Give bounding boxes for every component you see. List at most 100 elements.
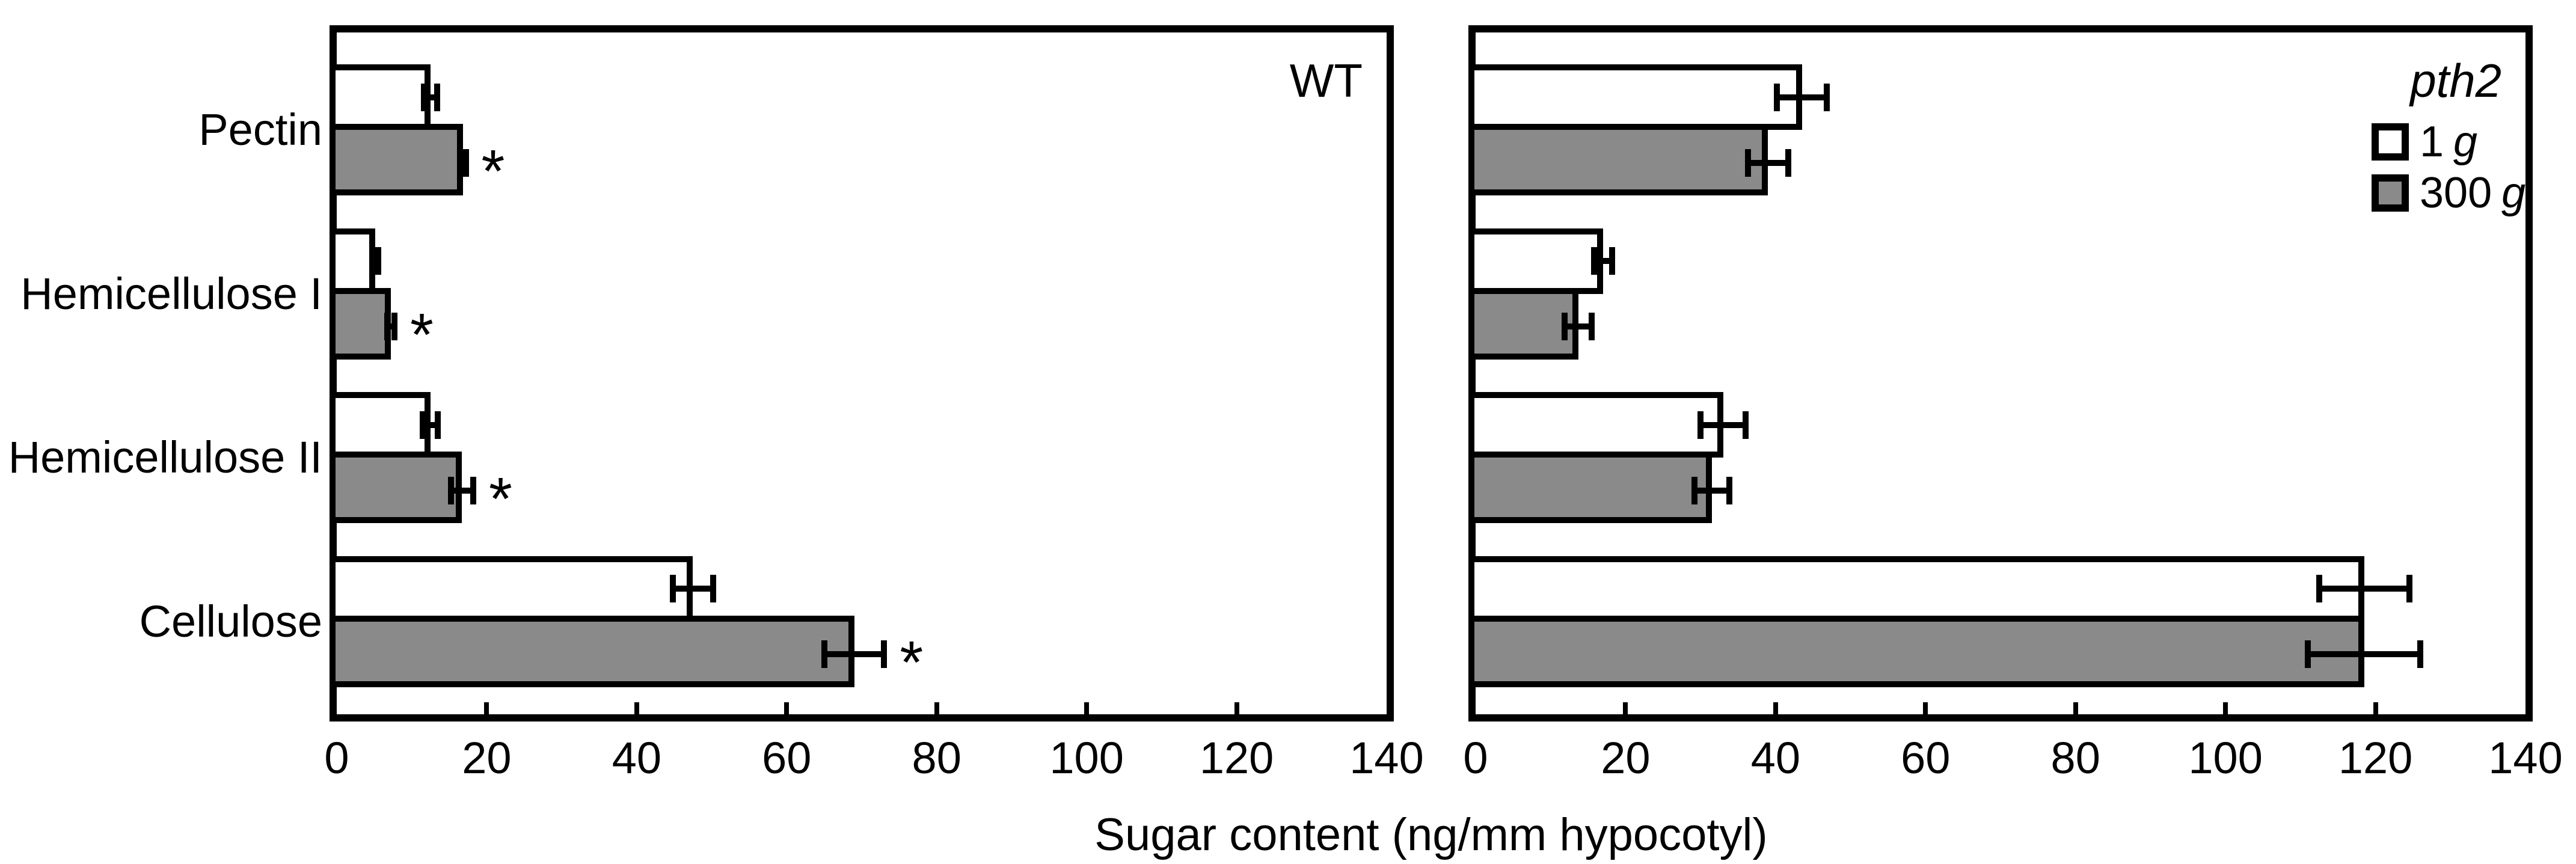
- x-tick-label: 140: [1349, 733, 1424, 783]
- error-bar-cap: [1742, 411, 1749, 439]
- bar-hemicellulose-i-1g: [1468, 228, 1603, 294]
- error-bar-cap: [669, 575, 676, 602]
- legend-swatch-300g: [2372, 174, 2409, 212]
- bar-hemicellulose-ii-300g: [330, 452, 462, 523]
- x-axis-tick: [2073, 702, 2078, 714]
- error-bar-pectin: [1747, 159, 1789, 166]
- error-bar-cellulose: [2319, 586, 2409, 592]
- legend-swatch-1g: [2372, 123, 2409, 161]
- x-axis-tick: [1234, 702, 1239, 714]
- category-label-hemicellulose-1: Hemicellulose I: [20, 269, 322, 319]
- error-bar-cellulose: [824, 651, 885, 657]
- error-bar-pectin: [1777, 94, 1827, 100]
- x-axis-title: Sugar content (ng/mm hypocotyl): [1094, 809, 1768, 860]
- x-axis-tick: [634, 702, 639, 714]
- category-label-cellulose: Cellulose: [139, 596, 322, 646]
- x-tick-label: 20: [462, 733, 512, 783]
- error-bar-hemicellulose-ii: [450, 487, 473, 494]
- x-tick-label: 40: [1750, 733, 1800, 783]
- x-tick-label: 80: [912, 733, 961, 783]
- x-tick-label: 120: [1199, 733, 1274, 783]
- panel-title-pth2: pth2: [2410, 54, 2501, 107]
- bar-hemicellulose-ii-1g: [1468, 392, 1723, 458]
- x-axis-tick: [1084, 702, 1090, 714]
- error-bar-cap: [384, 313, 390, 340]
- bar-hemicellulose-i-300g: [1468, 287, 1578, 360]
- x-axis-tick: [484, 702, 489, 714]
- error-bar-cap: [420, 83, 427, 111]
- x-axis-tick: [784, 702, 790, 714]
- significance-asterisk: *: [410, 301, 434, 369]
- error-bar-cap: [1744, 149, 1751, 177]
- error-bar-hemicellulose-i: [1594, 258, 1612, 264]
- x-tick-label: 100: [1049, 733, 1124, 783]
- bar-pectin-1g: [1468, 64, 1802, 130]
- x-tick-label: 100: [2188, 733, 2263, 783]
- error-bar-hemicellulose-ii: [1700, 421, 1746, 428]
- error-bar-cap: [2406, 575, 2412, 602]
- x-tick-label: 60: [762, 733, 812, 783]
- error-bar-cap: [1823, 83, 1830, 111]
- legend-label-1g-unit: g: [2453, 118, 2478, 166]
- x-tick-label: 140: [2488, 733, 2563, 783]
- bar-cellulose-1g: [330, 556, 693, 622]
- significance-asterisk: *: [481, 137, 505, 205]
- error-bar-cap: [821, 640, 827, 668]
- error-bar-hemicellulose-ii: [1694, 487, 1729, 494]
- error-bar-cellulose: [2308, 651, 2421, 657]
- error-bar-cap: [1589, 313, 1595, 340]
- error-bar-hemicellulose-ii: [423, 421, 438, 428]
- bar-hemicellulose-ii-300g: [1468, 452, 1712, 523]
- error-bar-cap: [2305, 640, 2311, 668]
- significance-asterisk: *: [488, 465, 512, 533]
- error-bar-cap: [1726, 476, 1732, 504]
- error-bar-cap: [1697, 411, 1704, 439]
- bar-hemicellulose-i-300g: [330, 287, 391, 360]
- x-axis-tick: [1923, 702, 1928, 714]
- category-label-hemicellulose-2: Hemicellulose II: [8, 432, 322, 482]
- panel-title-wt: WT: [1289, 54, 1363, 107]
- error-bar-cap: [1774, 83, 1780, 111]
- error-bar-cap: [1591, 247, 1598, 275]
- error-bar-cap: [434, 83, 441, 111]
- x-axis-tick: [1623, 702, 1628, 714]
- error-bar-cap: [470, 476, 476, 504]
- bar-cellulose-300g: [1468, 615, 2364, 687]
- error-bar-cap: [1691, 476, 1698, 504]
- legend-label-300g: 300 g: [2420, 171, 2525, 215]
- error-bar-hemicellulose-i: [1565, 323, 1592, 329]
- error-bar-cap: [1608, 247, 1615, 275]
- error-bar-cap: [710, 575, 717, 602]
- error-bar-cap: [369, 247, 375, 275]
- error-bar-cap: [2316, 575, 2323, 602]
- error-bar-hemicellulose-i: [387, 323, 395, 329]
- x-tick-label: 20: [1601, 733, 1651, 783]
- error-bar-cap: [456, 149, 463, 177]
- error-bar-cap: [1785, 149, 1792, 177]
- error-bar-cap: [462, 149, 469, 177]
- x-axis-tick: [2373, 702, 2378, 714]
- error-bar-cap: [391, 313, 398, 340]
- error-bar-cap: [2417, 640, 2424, 668]
- x-tick-label: 120: [2338, 733, 2413, 783]
- x-axis-tick: [1773, 702, 1778, 714]
- error-bar-cap: [1562, 313, 1568, 340]
- error-bar-pectin: [423, 94, 438, 100]
- error-bar-cellulose: [672, 586, 714, 592]
- x-tick-label: 80: [2050, 733, 2100, 783]
- legend-label-300g-unit: g: [2501, 169, 2526, 217]
- x-axis-tick: [2223, 702, 2228, 714]
- bar-cellulose-300g: [330, 615, 854, 687]
- x-tick-label: 0: [324, 733, 349, 783]
- x-axis-tick: [934, 702, 939, 714]
- bar-hemicellulose-ii-1g: [330, 392, 431, 458]
- x-tick-label: 0: [1463, 733, 1488, 783]
- bar-hemicellulose-i-1g: [330, 228, 375, 294]
- error-bar-cap: [447, 476, 454, 504]
- bar-cellulose-1g: [1468, 556, 2364, 622]
- panel-wt-plot: WT * * * *: [330, 25, 1394, 722]
- category-label-pectin: Pectin: [198, 105, 322, 155]
